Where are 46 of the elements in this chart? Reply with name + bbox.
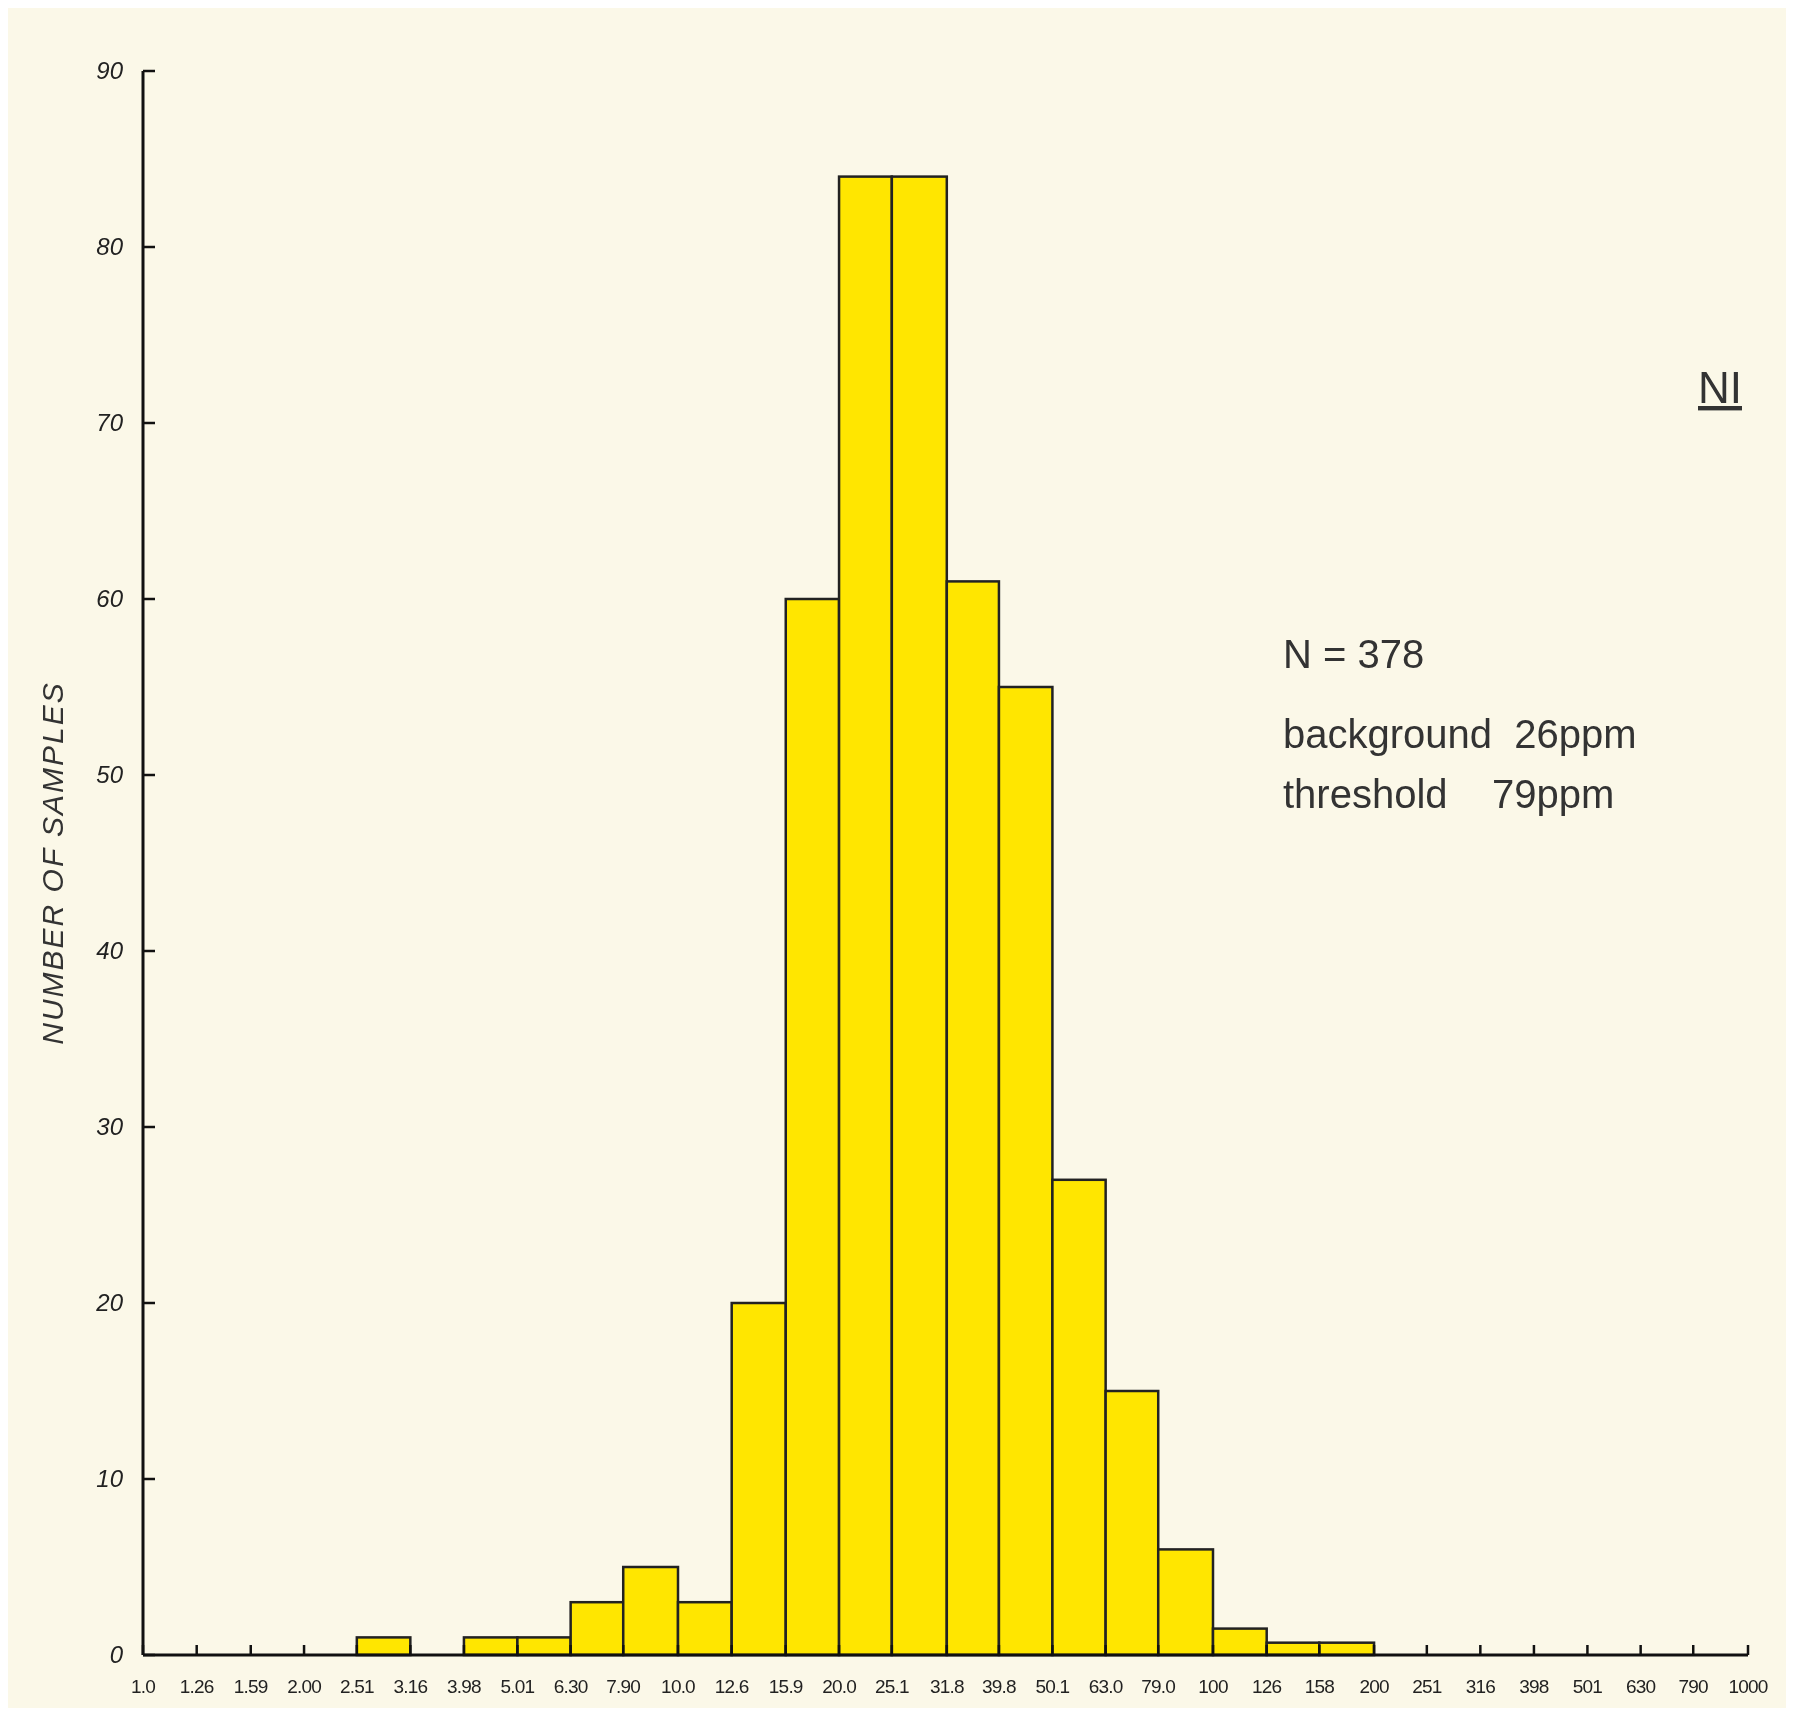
x-tick-label: 1.0 — [130, 1676, 156, 1697]
y-tick-label: 70 — [96, 409, 124, 437]
x-tick-label: 1.59 — [233, 1676, 268, 1697]
x-tick-label: 31.8 — [929, 1676, 964, 1697]
x-tick-label: 100 — [1198, 1676, 1228, 1697]
x-tick-label: 1000 — [1728, 1676, 1768, 1697]
x-tick-label: 126 — [1252, 1676, 1282, 1697]
y-tick-label: 10 — [96, 1465, 124, 1493]
x-tick-label: 3.98 — [447, 1676, 482, 1697]
y-tick-label: 50 — [96, 761, 124, 789]
x-tick-label: 79.0 — [1141, 1676, 1176, 1697]
y-tick-label: 60 — [96, 585, 124, 613]
annotation: threshold 79ppm — [1283, 772, 1615, 816]
x-tick-label: 39.8 — [982, 1676, 1017, 1697]
x-tick-label: 50.1 — [1035, 1676, 1070, 1697]
x-tick-label: 501 — [1572, 1676, 1603, 1697]
x-tick-label: 1.26 — [179, 1676, 214, 1697]
y-tick-label: 30 — [96, 1113, 124, 1141]
x-tick-label: 398 — [1519, 1676, 1549, 1697]
y-tick-label: 80 — [96, 233, 124, 261]
x-tick-label: 5.01 — [500, 1676, 535, 1697]
x-tick-label: 10.0 — [661, 1676, 696, 1697]
x-tick-label: 25.1 — [874, 1676, 909, 1697]
x-tick-label: 2.00 — [287, 1676, 322, 1697]
x-tick-label: 790 — [1678, 1676, 1709, 1697]
annotation: background 26ppm — [1283, 712, 1637, 756]
annotation: NI — [1698, 363, 1742, 412]
y-tick-label: 40 — [96, 937, 124, 965]
x-tick-label: 20.0 — [822, 1676, 857, 1697]
x-tick-label: 6.30 — [553, 1676, 588, 1697]
x-tick-label: 15.9 — [768, 1676, 803, 1697]
x-tick-label: 3.16 — [393, 1676, 428, 1697]
x-tick-label: 316 — [1465, 1676, 1496, 1697]
x-tick-label: 12.6 — [714, 1676, 749, 1697]
y-tick-label: 20 — [95, 1289, 124, 1317]
annotation: N = 378 — [1283, 632, 1425, 676]
x-tick-label: 200 — [1359, 1676, 1389, 1697]
y-axis-title: NUMBER OF SAMPLES — [36, 681, 69, 1045]
x-tick-label: 2.51 — [339, 1676, 374, 1697]
y-tick-label: 0 — [109, 1641, 124, 1669]
x-tick-label: 251 — [1412, 1676, 1442, 1697]
x-tick-label: 158 — [1304, 1676, 1335, 1697]
x-tick-label: 7.90 — [606, 1676, 641, 1697]
y-tick-label: 90 — [96, 57, 124, 85]
x-tick-label: 63.0 — [1088, 1676, 1123, 1697]
x-tick-label: 630 — [1625, 1676, 1656, 1697]
